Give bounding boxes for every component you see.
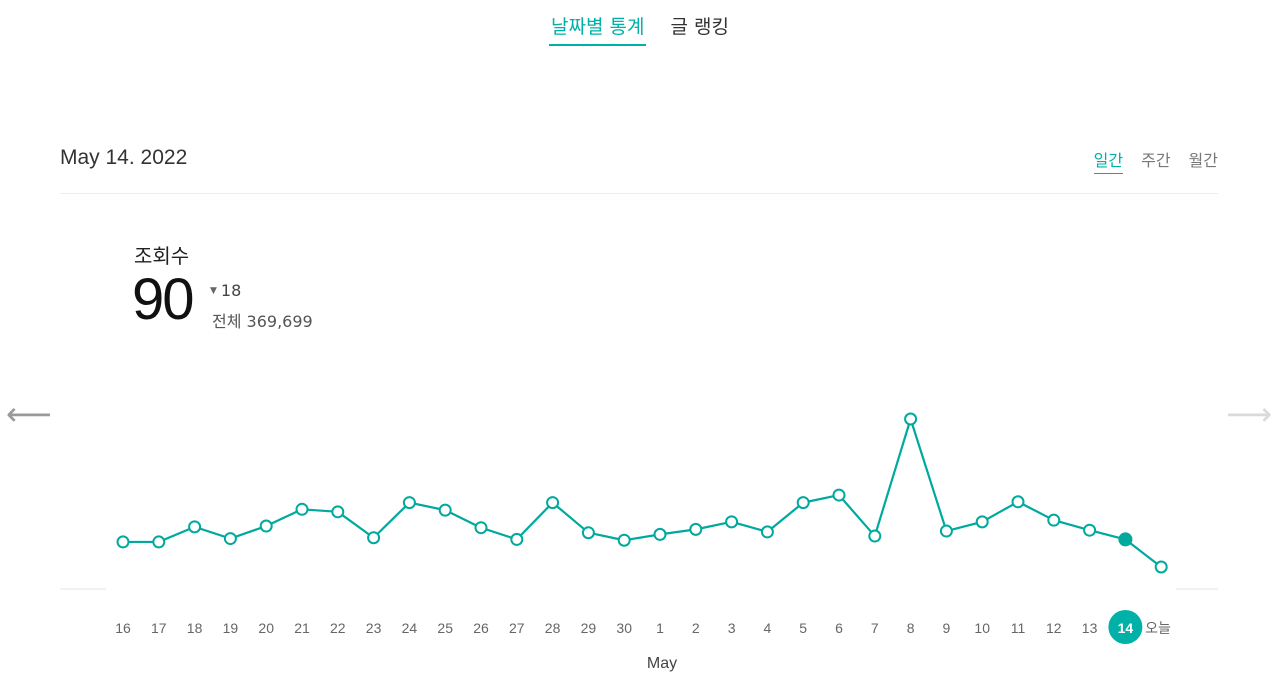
data-point[interactable] (904, 412, 918, 426)
x-tick-label: 13 (1082, 620, 1098, 636)
x-tick-label: 오늘 (1145, 620, 1171, 636)
header-divider (60, 193, 1218, 194)
today-highlight-badge (1108, 610, 1143, 644)
period-monthly[interactable]: 월간 (1188, 151, 1218, 170)
x-tick-label: 8 (907, 620, 915, 636)
data-point[interactable] (939, 524, 953, 538)
tab-daily-stats[interactable]: 날짜별 통계 (549, 12, 647, 46)
x-tick-label: 2 (692, 620, 700, 636)
stat-change: ▼ 18 (210, 281, 241, 300)
x-tick-label: 19 (223, 620, 239, 636)
x-tick-label: 14 (1118, 620, 1134, 636)
data-point[interactable] (152, 535, 166, 549)
data-point[interactable] (1154, 560, 1168, 574)
x-tick-label: 18 (187, 620, 203, 636)
period-selector: 일간 주간 월간 (1093, 147, 1218, 174)
data-point[interactable] (474, 521, 488, 535)
data-point[interactable] (689, 522, 703, 536)
data-point[interactable] (546, 496, 560, 510)
data-point[interactable] (1083, 523, 1097, 537)
x-tick-label: 11 (1011, 620, 1026, 636)
period-weekly[interactable]: 주간 (1141, 151, 1171, 170)
arrow-right-icon[interactable]: ⟶ (1226, 395, 1272, 433)
x-tick-label: 17 (151, 620, 167, 636)
x-tick-label: 4 (764, 620, 772, 636)
data-point[interactable] (259, 519, 273, 533)
x-tick-label: 22 (330, 620, 346, 636)
data-point[interactable] (617, 533, 631, 547)
data-point[interactable] (188, 520, 202, 534)
data-point[interactable] (510, 532, 524, 546)
data-point[interactable] (438, 503, 452, 517)
x-tick-label: 7 (871, 620, 879, 636)
data-point[interactable] (725, 515, 739, 529)
x-tick-label: 10 (974, 620, 990, 636)
period-daily[interactable]: 일간 (1093, 147, 1124, 174)
x-tick-label: 3 (728, 620, 736, 636)
data-point[interactable] (1047, 513, 1061, 527)
x-tick-label: 21 (294, 620, 310, 636)
data-point[interactable] (367, 531, 381, 545)
series-line (123, 417, 1162, 568)
x-tick-label: 27 (509, 620, 525, 636)
x-tick-label: 5 (799, 620, 807, 636)
data-point[interactable] (331, 505, 345, 519)
data-point[interactable] (868, 529, 882, 543)
x-tick-label: 20 (258, 620, 274, 636)
stat-total: 전체 369,699 (212, 312, 313, 331)
data-point[interactable] (581, 526, 595, 540)
data-point[interactable] (1118, 532, 1133, 547)
x-tick-label: 24 (402, 620, 418, 636)
stats-tabs: 날짜별 통계 글 랭킹 (0, 12, 1280, 46)
data-point[interactable] (975, 515, 989, 529)
x-tick-label: 6 (835, 620, 843, 636)
x-tick-label: 29 (581, 620, 597, 636)
x-tick-label: 12 (1046, 620, 1062, 636)
tab-post-ranking[interactable]: 글 랭킹 (670, 16, 729, 38)
x-tick-label: 26 (473, 620, 489, 636)
data-point[interactable] (796, 496, 810, 510)
x-tick-label: 9 (943, 620, 951, 636)
stat-value: 90 (132, 267, 194, 332)
data-point[interactable] (116, 535, 130, 549)
data-point[interactable] (760, 525, 774, 539)
triangle-down-icon: ▼ (210, 285, 217, 296)
data-point[interactable] (223, 532, 237, 546)
stat-label: 조회수 (134, 244, 190, 268)
x-tick-label: 16 (115, 620, 131, 636)
x-tick-label: 23 (366, 620, 382, 636)
data-point[interactable] (1011, 495, 1025, 509)
date-title: May 14. 2022 (60, 146, 188, 169)
data-point[interactable] (832, 488, 846, 502)
x-tick-label: 28 (545, 620, 561, 636)
data-point[interactable] (653, 527, 667, 541)
x-tick-label: 30 (616, 620, 632, 636)
x-axis-label: May (647, 655, 677, 672)
data-point[interactable] (402, 496, 416, 510)
data-point[interactable] (295, 502, 309, 516)
arrow-left-icon[interactable]: ⟵ (6, 395, 52, 433)
stat-change-value: 18 (220, 281, 242, 300)
x-tick-label: 25 (437, 620, 453, 636)
x-tick-label: 1 (656, 620, 664, 636)
